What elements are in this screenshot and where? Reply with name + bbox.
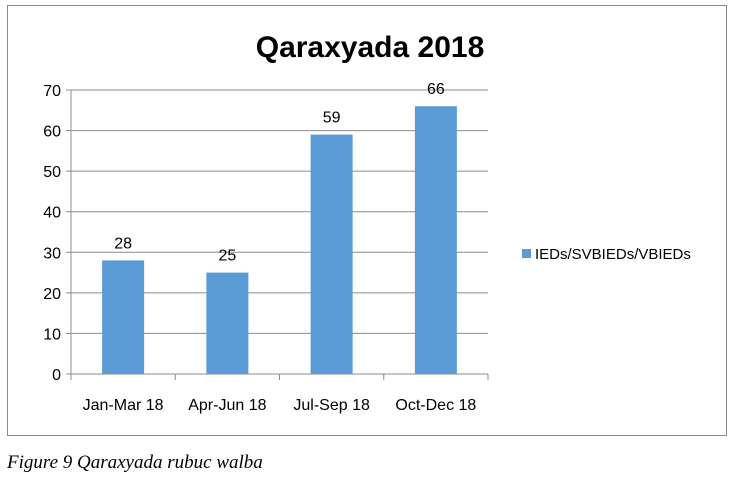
axes [66,89,489,380]
bars [102,106,457,374]
y-tick-label: 50 [43,164,61,181]
bar [102,260,145,374]
data-label: 66 [427,81,445,98]
x-tick-label: Jul-Sep 18 [293,397,370,414]
data-label: 28 [114,235,132,252]
bar [206,272,249,374]
y-tick-label: 0 [52,367,61,384]
y-tick-label: 20 [43,286,61,303]
x-tick-label: Jan-Mar 18 [83,397,164,414]
y-tick-label: 40 [43,205,61,222]
bar-chart: Qaraxyada 2018 0 10 20 30 40 50 60 70 28 Jan-Mar … [43,31,691,414]
chart-title: Qaraxyada 2018 [256,31,485,64]
x-tick-label: Apr-Jun 18 [188,397,266,414]
bar [310,134,353,374]
data-label: 59 [323,110,341,127]
y-tick-label: 70 [43,83,61,100]
legend-swatch [522,249,531,258]
data-label: 25 [218,248,236,265]
y-tick-label: 10 [43,326,61,343]
bar [414,106,457,374]
labels: 0 10 20 30 40 50 60 70 28 Jan-Mar 18 25 Apr-Jun 18 5… [43,81,476,414]
legend: IEDs/SVBIEDs/VBIEDs [522,246,691,263]
y-tick-label: 30 [43,245,61,262]
chart-frame: Qaraxyada 2018 0 10 20 30 40 50 60 70 28 Jan-Mar … [7,5,727,436]
x-tick-label: Oct-Dec 18 [395,397,476,414]
figure-caption: Figure 9 Qaraxyada rubuc walba [7,452,263,473]
y-tick-label: 60 [43,124,61,141]
legend-label: IEDs/SVBIEDs/VBIEDs [535,246,691,263]
